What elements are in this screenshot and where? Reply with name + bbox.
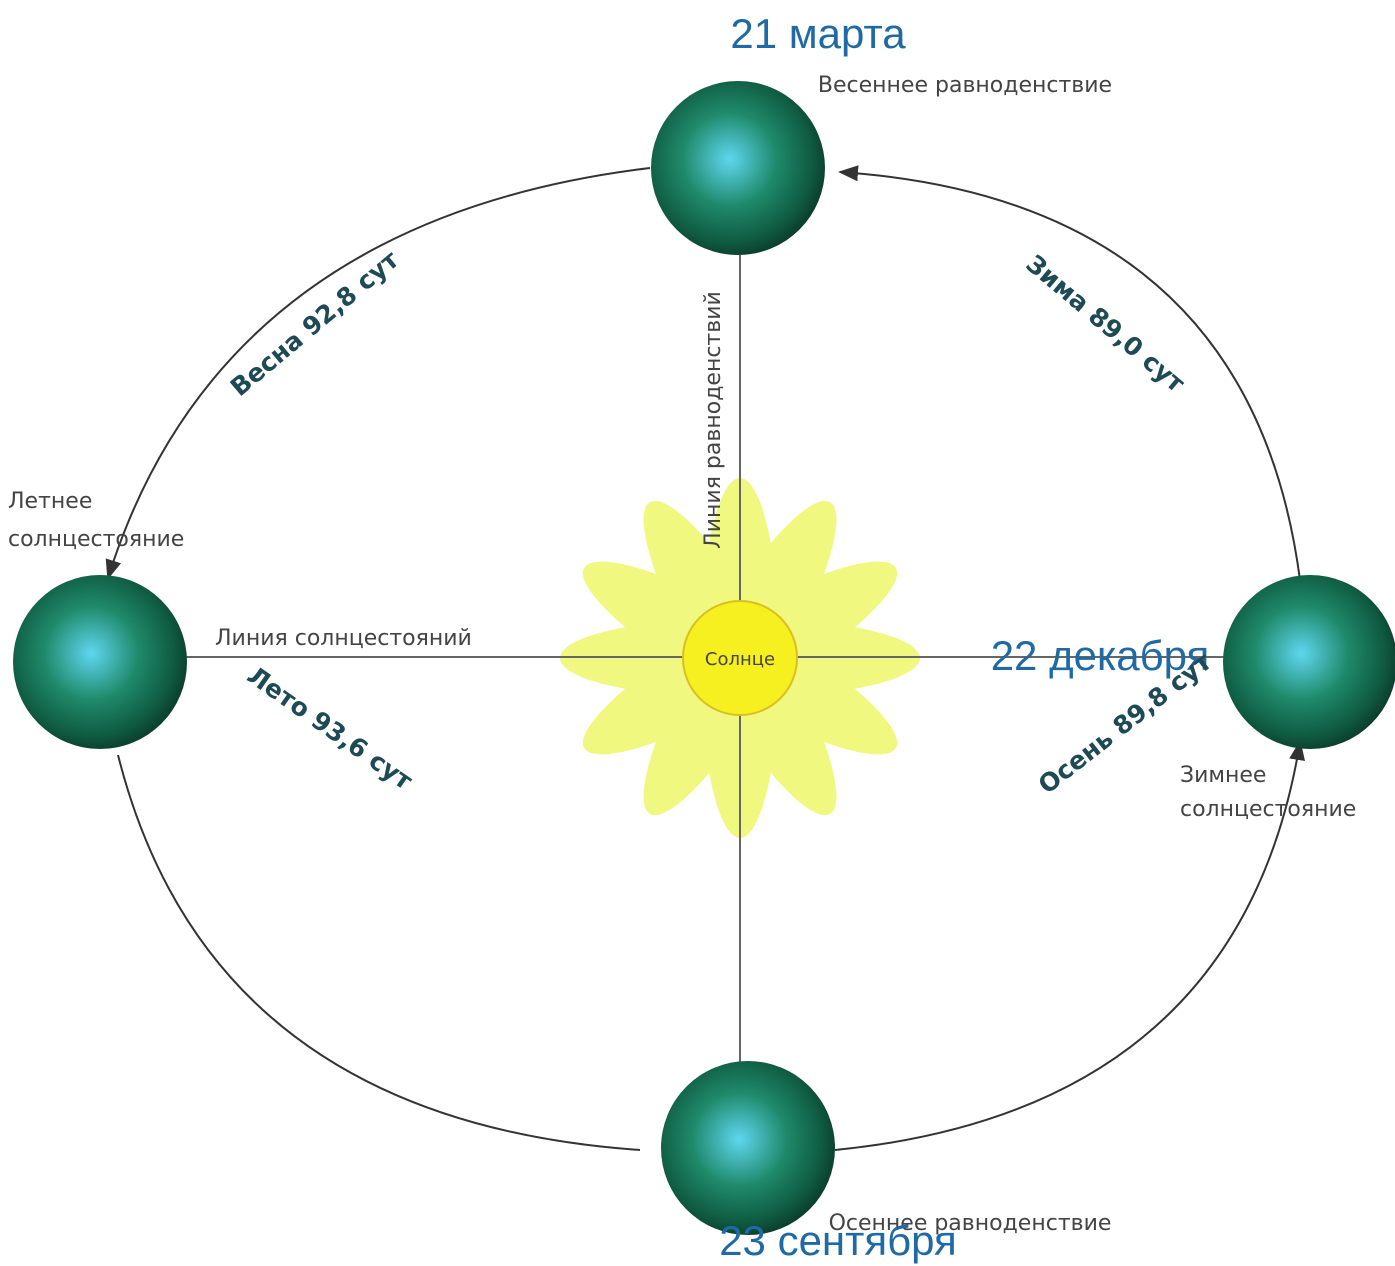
- diagram: 21 марта Весеннее равноденствие Летнее с…: [0, 0, 1395, 1266]
- season-label: Зима 89,0 сут: [1021, 249, 1191, 398]
- point-label: Весеннее равноденствие: [818, 73, 1112, 98]
- sun-label: Солнце: [705, 649, 775, 670]
- season-label: Лето 93,6 сут: [242, 660, 418, 795]
- point-label: солнцестояние: [8, 527, 184, 552]
- point-label: Зимнее: [1180, 763, 1266, 788]
- date-label: 23 сентября: [719, 1217, 957, 1264]
- point-label: Летнее: [8, 489, 92, 514]
- point-label: солнцестояние: [1180, 797, 1356, 822]
- line-label: Линия равноденствий: [701, 291, 726, 549]
- line-label: Линия солнцестояний: [215, 626, 472, 651]
- date-label: 21 марта: [730, 10, 906, 57]
- season-label: Весна 92,8 сут: [225, 245, 405, 402]
